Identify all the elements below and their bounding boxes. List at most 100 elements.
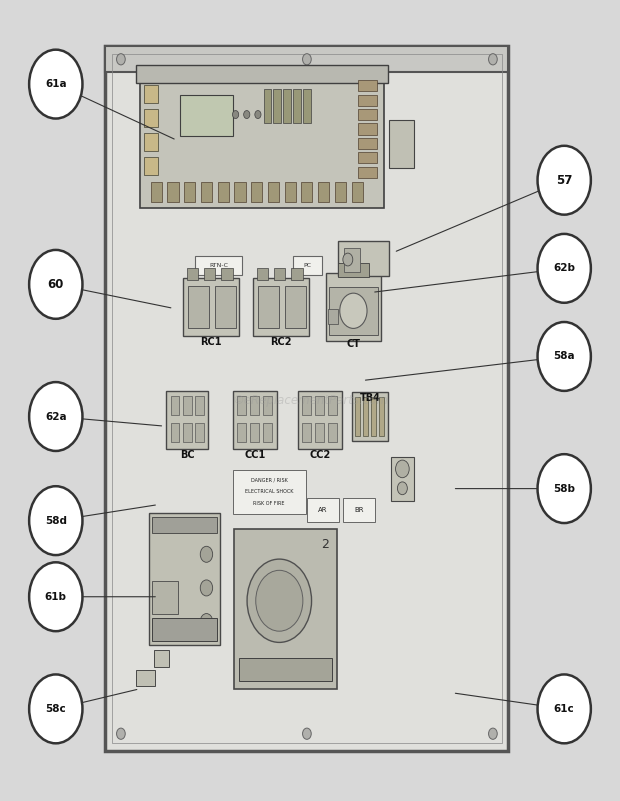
Bar <box>187 268 198 280</box>
Circle shape <box>489 54 497 65</box>
Bar <box>352 392 388 441</box>
Bar <box>195 396 204 415</box>
Text: RISK OF FIRE: RISK OF FIRE <box>254 501 285 505</box>
Text: TB4: TB4 <box>360 393 381 403</box>
Circle shape <box>117 54 125 65</box>
Text: 58b: 58b <box>553 484 575 493</box>
Bar <box>204 268 215 280</box>
Bar <box>283 89 291 123</box>
Text: CC2: CC2 <box>309 450 330 460</box>
Bar <box>234 529 337 689</box>
Bar <box>201 182 212 202</box>
Text: AR: AR <box>318 507 328 513</box>
Bar <box>239 658 332 681</box>
Circle shape <box>200 614 213 630</box>
Bar <box>293 89 301 123</box>
Bar <box>188 286 209 328</box>
Bar <box>250 423 259 442</box>
Bar <box>273 89 281 123</box>
Circle shape <box>538 234 591 303</box>
Bar <box>136 670 155 686</box>
Circle shape <box>397 482 407 495</box>
Bar <box>232 470 306 514</box>
Bar <box>326 273 381 341</box>
Bar <box>170 423 179 442</box>
Bar <box>338 241 389 276</box>
Text: 61c: 61c <box>554 704 575 714</box>
Bar <box>149 513 220 645</box>
Bar <box>184 182 195 202</box>
Circle shape <box>29 486 82 555</box>
Bar <box>234 182 246 202</box>
Bar <box>170 396 179 415</box>
Bar <box>218 182 229 202</box>
Bar <box>263 396 272 415</box>
Bar <box>303 89 311 123</box>
Bar <box>358 167 377 178</box>
Bar <box>315 423 324 442</box>
Bar <box>195 423 204 442</box>
Bar <box>180 95 232 136</box>
Bar <box>302 396 311 415</box>
Text: RC1: RC1 <box>200 337 221 347</box>
Circle shape <box>538 454 591 523</box>
Circle shape <box>255 570 303 631</box>
Bar <box>152 618 217 641</box>
Circle shape <box>396 460 409 477</box>
Circle shape <box>29 250 82 319</box>
Circle shape <box>29 382 82 451</box>
Bar <box>232 391 277 449</box>
Circle shape <box>538 322 591 391</box>
Bar <box>183 423 192 442</box>
Bar <box>328 396 337 415</box>
Bar <box>355 397 360 436</box>
Bar <box>166 391 208 449</box>
Bar <box>293 256 322 275</box>
Circle shape <box>538 146 591 215</box>
Text: DANGER / RISK: DANGER / RISK <box>250 477 288 482</box>
Circle shape <box>29 674 82 743</box>
Bar <box>352 182 363 202</box>
Text: 62b: 62b <box>553 264 575 273</box>
Bar <box>335 182 346 202</box>
Bar <box>221 268 232 280</box>
Bar <box>257 268 268 280</box>
Text: BC: BC <box>180 450 195 460</box>
Text: CT: CT <box>347 339 360 348</box>
Bar <box>329 287 378 335</box>
Circle shape <box>232 111 239 119</box>
Bar <box>328 423 337 442</box>
Bar <box>389 120 414 168</box>
Circle shape <box>29 562 82 631</box>
Circle shape <box>489 728 497 739</box>
Circle shape <box>255 111 261 119</box>
Bar <box>144 157 158 175</box>
Bar <box>237 396 246 415</box>
Bar <box>285 286 306 328</box>
Bar <box>291 268 303 280</box>
Text: RC2: RC2 <box>270 337 291 347</box>
Bar <box>144 133 158 151</box>
Circle shape <box>538 674 591 743</box>
Text: 58c: 58c <box>45 704 66 714</box>
Bar <box>237 423 246 442</box>
Text: RTN-C: RTN-C <box>209 263 228 268</box>
Bar <box>358 95 377 106</box>
Bar <box>344 248 360 272</box>
Text: 62a: 62a <box>45 412 66 421</box>
Bar <box>358 138 377 149</box>
Bar <box>363 397 368 436</box>
Bar <box>358 152 377 163</box>
Bar <box>285 182 296 202</box>
Text: 58a: 58a <box>554 352 575 361</box>
Bar <box>358 123 377 135</box>
Bar <box>151 182 162 202</box>
Circle shape <box>343 253 353 266</box>
Bar <box>167 182 179 202</box>
Bar <box>144 85 158 103</box>
Circle shape <box>117 728 125 739</box>
Bar <box>263 423 272 442</box>
Text: BR: BR <box>354 507 364 513</box>
Bar <box>318 182 329 202</box>
Bar <box>215 286 236 328</box>
